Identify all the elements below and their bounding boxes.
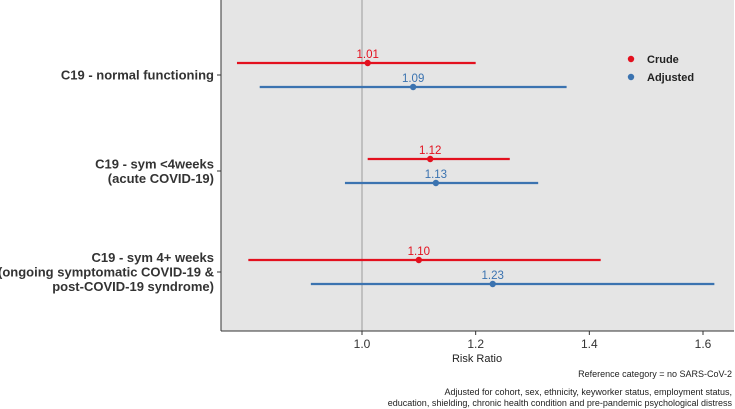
estimate-point-adjusted-0 bbox=[409, 83, 417, 91]
category-label: (acute COVID-19) bbox=[108, 171, 214, 186]
data-label-crude-0: 1.01 bbox=[356, 49, 378, 61]
estimate-point-crude-0 bbox=[364, 59, 371, 67]
data-label-adjusted-2: 1.23 bbox=[482, 270, 504, 282]
legend-key-crude bbox=[627, 55, 635, 63]
footnote-reference: Reference category = no SARS-CoV-2 bbox=[578, 369, 732, 379]
footnote-adjusted-line2: education, shielding, chronic health con… bbox=[388, 398, 733, 408]
category-label: post-COVID-19 syndrome) bbox=[52, 279, 214, 294]
x-tick-label: 1.4 bbox=[581, 337, 598, 351]
data-label-crude-2: 1.10 bbox=[408, 246, 430, 258]
legend: Crude Adjusted bbox=[614, 42, 702, 92]
estimate-point-crude-1 bbox=[427, 155, 434, 163]
x-tick-label: 1.0 bbox=[354, 337, 371, 351]
x-axis-title: Risk Ratio bbox=[452, 353, 502, 365]
category-label: C19 - sym 4+ weeks bbox=[92, 250, 215, 265]
footnote-adjusted-line1: Adjusted for cohort, sex, ethnicity, key… bbox=[445, 387, 732, 397]
data-label-adjusted-1: 1.13 bbox=[425, 169, 447, 181]
estimate-point-crude-2 bbox=[415, 256, 423, 264]
x-tick-label: 1.6 bbox=[695, 337, 712, 351]
legend-box bbox=[614, 42, 702, 92]
category-label: C19 - normal functioning bbox=[61, 68, 214, 83]
data-label-crude-1: 1.12 bbox=[419, 145, 441, 157]
category-label: C19 - sym <4weeks bbox=[95, 156, 214, 171]
x-tick-label: 1.2 bbox=[467, 337, 484, 351]
category-label: (ongoing symptomatic COVID-19 & bbox=[0, 265, 214, 280]
estimate-point-adjusted-2 bbox=[489, 280, 496, 288]
estimate-point-adjusted-1 bbox=[432, 179, 440, 187]
legend-label-crude: Crude bbox=[647, 54, 679, 66]
data-label-adjusted-0: 1.09 bbox=[402, 73, 424, 85]
legend-label-adjusted: Adjusted bbox=[647, 72, 694, 84]
legend-key-adjusted bbox=[627, 73, 635, 81]
